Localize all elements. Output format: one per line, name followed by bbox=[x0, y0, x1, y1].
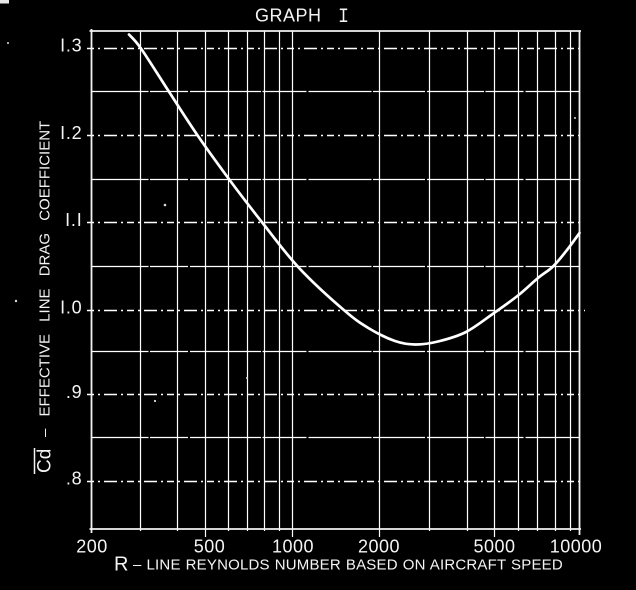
svg-text:5000: 5000 bbox=[473, 537, 515, 557]
svg-text:R: R bbox=[114, 554, 128, 576]
svg-text:I.2: I.2 bbox=[60, 123, 82, 143]
svg-text:GRAPH: GRAPH bbox=[255, 6, 322, 26]
svg-text:500: 500 bbox=[194, 537, 226, 557]
svg-text:– EFFECTIVE LINE DRAG COEFFICI: – EFFECTIVE LINE DRAG COEFFICIENT bbox=[37, 121, 54, 437]
svg-text:I.I: I.I bbox=[65, 210, 82, 230]
svg-text:.8: .8 bbox=[66, 469, 83, 489]
svg-text:200: 200 bbox=[76, 537, 108, 557]
svg-text:Cd: Cd bbox=[35, 449, 56, 473]
svg-text:I.3: I.3 bbox=[60, 36, 82, 56]
svg-text:1000: 1000 bbox=[272, 537, 314, 557]
svg-text:I.0: I.0 bbox=[60, 298, 82, 318]
svg-text:2000: 2000 bbox=[358, 537, 400, 557]
svg-text:.9: .9 bbox=[66, 382, 83, 402]
svg-text:– LINE REYNOLDS NUMBER BASED O: – LINE REYNOLDS NUMBER BASED ON AIRCRAFT… bbox=[133, 557, 563, 574]
svg-text:10000: 10000 bbox=[550, 537, 603, 557]
